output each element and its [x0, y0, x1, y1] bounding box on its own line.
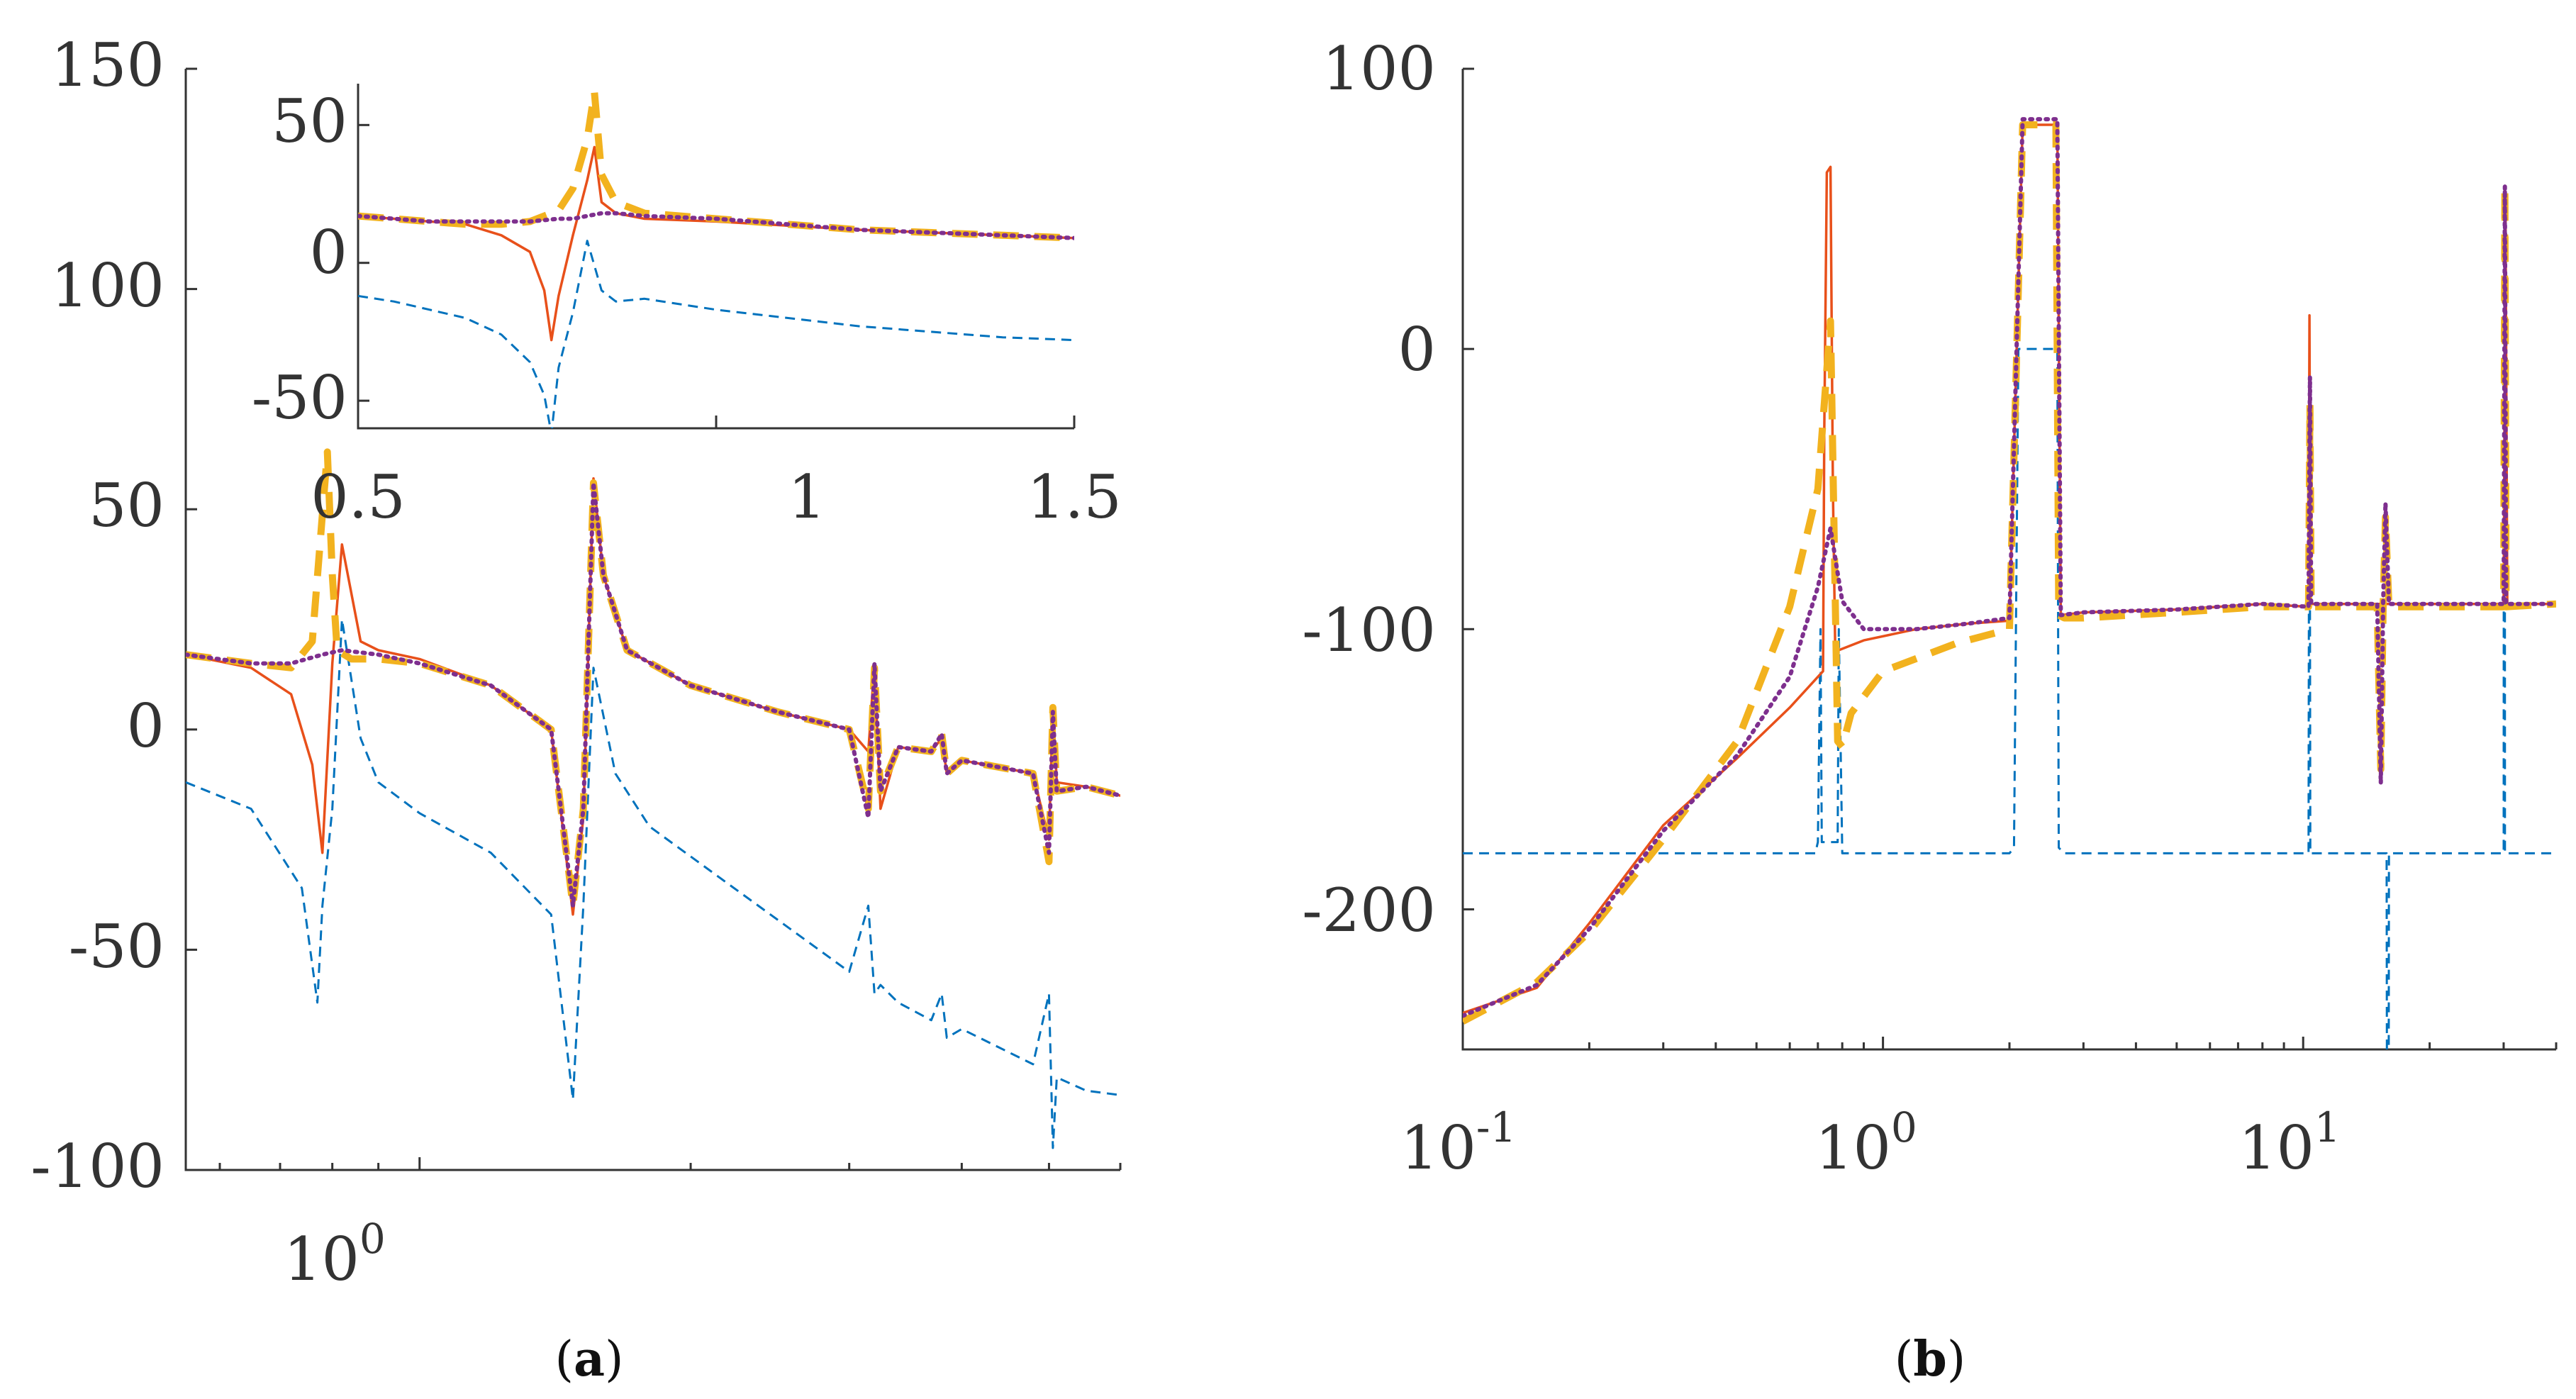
caption-paren: ): [1947, 1332, 1966, 1388]
y-tick-label: 50: [89, 471, 165, 540]
y-tick-label: 100: [1322, 34, 1436, 104]
y-tick-label: -50: [69, 912, 165, 981]
series-line-series1: [1463, 347, 2556, 1049]
y-tick-label: 150: [51, 30, 165, 100]
y-tick-label: 0: [127, 691, 165, 761]
series-line-series1: [358, 240, 1074, 428]
x-tick-base: 10: [1815, 1113, 1891, 1183]
y-tick-label: -200: [1302, 876, 1436, 945]
x-tick-exponent: -1: [1476, 1103, 1517, 1152]
chart-a-main: 150 100 50 0 -50 -100 100: [30, 30, 1122, 1294]
chart-b-main: 100 0 -100 -200 10-1 100 101: [1302, 34, 2558, 1183]
x-tick-base: 10: [284, 1225, 359, 1294]
series-line-series4: [186, 480, 1120, 908]
x-tick-label: 100: [284, 1215, 386, 1294]
x-tick-label: 101: [2238, 1103, 2341, 1183]
x-tick-base: 10: [2238, 1113, 2314, 1183]
x-tick-label: 100: [1815, 1103, 1917, 1183]
caption-letter: b: [1913, 1331, 1947, 1388]
caption-b: (b): [1895, 1331, 1966, 1388]
y-tick-label: 0: [310, 218, 347, 287]
chart-a-inset: 50 0 -50 0.5 1 1.5: [252, 84, 1122, 532]
x-tick-label: 0.5: [311, 462, 406, 532]
caption-paren: ): [605, 1332, 624, 1388]
caption-a: (a): [554, 1331, 623, 1388]
x-tick-label: 1.5: [1027, 462, 1122, 532]
caption-letter: a: [574, 1331, 605, 1388]
y-tick-label: 0: [1398, 315, 1436, 384]
x-tick-exponent: 0: [1891, 1103, 1917, 1152]
y-tick-label: -50: [252, 363, 347, 433]
x-tick-label: 10-1: [1400, 1103, 1516, 1183]
x-tick-exponent: 0: [359, 1215, 386, 1263]
x-tick-exponent: 1: [2314, 1103, 2341, 1152]
y-tick-label: 100: [51, 251, 165, 321]
y-tick-label: -100: [30, 1132, 165, 1201]
x-tick-label: 1: [788, 462, 825, 532]
series-line-series4: [358, 211, 1074, 240]
y-tick-label: -100: [1302, 596, 1436, 665]
caption-paren: (: [554, 1332, 574, 1388]
y-tick-label: 50: [272, 87, 347, 156]
caption-paren: (: [1895, 1332, 1914, 1388]
x-tick-base: 10: [1400, 1113, 1476, 1183]
series-line-series4: [1463, 117, 2556, 1018]
